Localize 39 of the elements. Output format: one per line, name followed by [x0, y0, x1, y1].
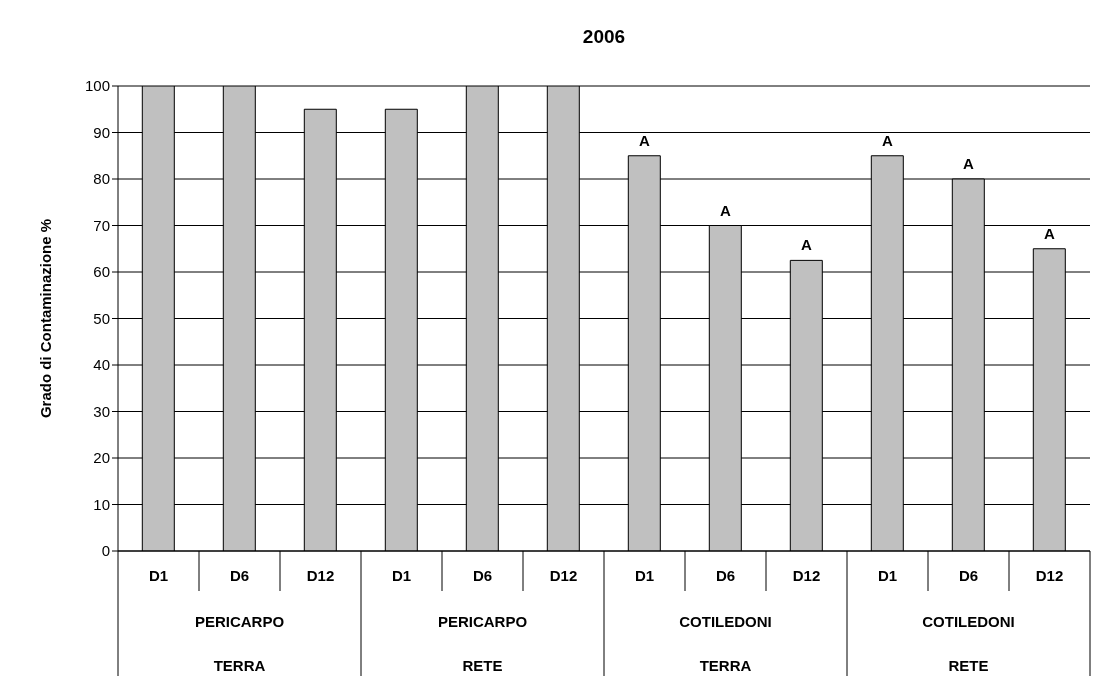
x-tick-label: D1	[877, 567, 898, 584]
x-tick-label: D12	[792, 567, 821, 584]
y-tick-label: 70	[93, 216, 110, 234]
x-tick-label: D1	[148, 567, 169, 584]
y-tick-label: 20	[93, 449, 110, 467]
x-tick-label: D12	[1035, 567, 1064, 584]
text: COTILEDONI	[679, 613, 772, 630]
data-label: A	[800, 236, 812, 254]
y-tick-label: 30	[93, 402, 110, 420]
x-tick-label: D12	[549, 567, 578, 584]
x-tick-label: D6	[229, 567, 250, 584]
text: TERRA	[699, 657, 752, 674]
data-label: A	[881, 131, 893, 149]
text: PERICARPO	[194, 613, 285, 630]
x-tick-label: D12	[306, 567, 335, 584]
text: RETE	[948, 657, 989, 674]
data-label: A	[962, 155, 974, 172]
data-label: A	[1043, 224, 1055, 242]
text: RETE	[462, 657, 503, 674]
y-tick-label: 90	[93, 123, 110, 141]
y-axis-title: Grado di Contaminazione %	[37, 218, 55, 419]
text: COTILEDONI	[922, 613, 1015, 630]
x-tick-label: D6	[715, 567, 736, 584]
y-tick-label: 0	[101, 542, 110, 560]
x-tick-label: D6	[958, 567, 979, 584]
y-tick-label: 40	[93, 356, 110, 374]
y-tick-label: 100	[84, 77, 110, 95]
y-tick-label: 50	[93, 309, 110, 327]
chart-title: 2006	[581, 26, 627, 48]
y-tick-label: 10	[93, 495, 110, 513]
text: PERICARPO	[437, 613, 528, 630]
data-label: A	[638, 131, 650, 149]
data-label: A	[719, 201, 731, 219]
x-tick-label: D1	[634, 567, 655, 584]
y-tick-label: 60	[93, 263, 110, 281]
y-tick-label: 80	[93, 170, 110, 188]
text: TERRA	[213, 657, 266, 674]
x-tick-label: D1	[391, 567, 412, 584]
x-tick-label: D6	[472, 567, 493, 584]
